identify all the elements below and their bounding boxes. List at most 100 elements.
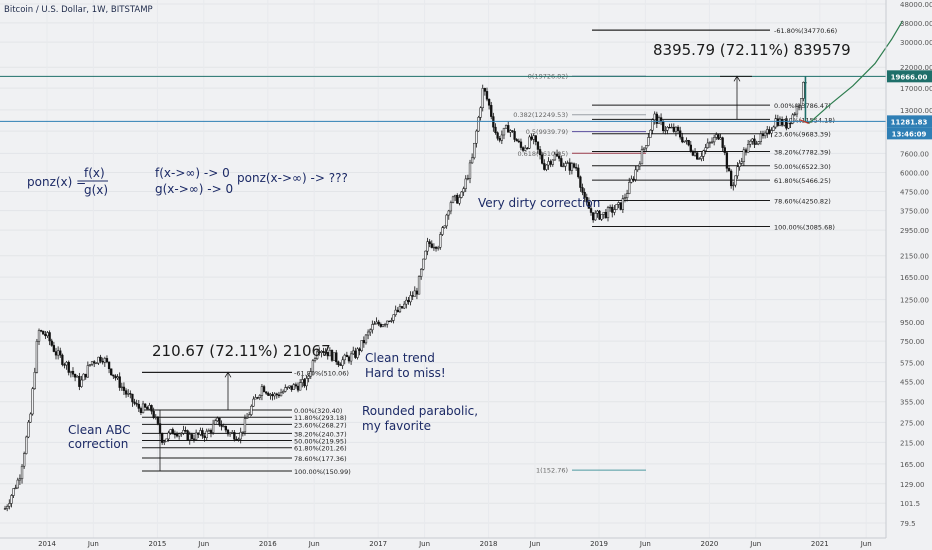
y-tick-label: 129.00	[900, 481, 925, 489]
candle-body	[681, 136, 684, 143]
candle-body	[233, 432, 236, 440]
candle-body	[129, 393, 132, 395]
candle-body	[596, 210, 599, 214]
candle-body	[638, 163, 641, 167]
candle-body	[551, 159, 554, 165]
candle-body	[751, 138, 754, 142]
candle-body	[672, 126, 675, 132]
fib-2019-label: 0.00%(13786.47)	[774, 102, 831, 110]
candle-body	[135, 403, 138, 405]
candle-body	[220, 424, 223, 427]
candle-body	[326, 351, 329, 357]
candle-body	[498, 138, 501, 141]
candle-body	[558, 156, 561, 159]
candle-body	[594, 213, 597, 221]
candle-body	[517, 140, 520, 143]
candle-body	[473, 142, 476, 159]
candle-body	[375, 321, 378, 325]
candle-body	[774, 118, 777, 128]
candle-body	[271, 394, 274, 397]
formula-lhs: ponz(x) =	[27, 175, 86, 189]
fib-2015-label: -61.80%(510.06)	[294, 369, 349, 377]
candle-body	[451, 196, 455, 203]
candle-body	[80, 379, 83, 387]
candle-body	[39, 330, 43, 332]
candle-body	[753, 138, 756, 145]
candle-body	[761, 133, 765, 137]
candle-body	[487, 98, 491, 106]
overlay-layer	[0, 20, 904, 472]
x-tick-label: Jun	[308, 540, 320, 548]
fib-2019-label: 23.60%(9683.39)	[774, 131, 831, 139]
candle-body	[577, 167, 580, 178]
candle-body	[524, 147, 527, 151]
measure-2015-arrowhead	[224, 371, 232, 378]
candle-body	[118, 376, 121, 388]
candle-body	[532, 135, 535, 140]
y-tick-label: 3750.00	[900, 208, 929, 216]
candle-body	[356, 348, 359, 358]
candle-body	[746, 144, 750, 153]
candle-body	[180, 432, 183, 435]
candle-body	[105, 358, 109, 363]
candle-body	[445, 214, 448, 227]
candle-body	[749, 140, 752, 145]
candle-body	[687, 140, 690, 146]
candle-body	[738, 163, 741, 167]
candle-body	[10, 495, 13, 504]
y-tick-label: 17000.00	[900, 85, 932, 93]
candle-body	[161, 433, 164, 443]
y-tick-label: 2950.00	[900, 227, 929, 235]
candle-body	[354, 350, 357, 358]
x-tick-label: 2021	[811, 540, 829, 548]
candle-body	[496, 132, 499, 139]
candle-body	[37, 330, 41, 342]
candle-body	[156, 416, 160, 424]
candle-body	[167, 432, 170, 440]
candle-body	[33, 371, 36, 389]
candle-body	[20, 465, 24, 480]
candle-body	[715, 134, 718, 138]
axis-badges: 19666.00 11281.83 13:46:09	[887, 70, 932, 140]
measure-2020-arrowhead	[733, 75, 741, 82]
candle-body	[437, 247, 440, 249]
fib-2015-label: 0.00%(320.40)	[294, 407, 342, 415]
candle-body	[398, 306, 402, 313]
candle-body	[254, 397, 257, 400]
candle-body	[691, 151, 695, 156]
candle-body	[717, 134, 720, 140]
candle-body	[345, 354, 349, 358]
candle-body	[171, 429, 174, 435]
candle-body	[277, 394, 281, 397]
candle-body	[144, 403, 147, 408]
candle-body	[519, 141, 523, 148]
candle-body	[76, 376, 79, 378]
candle-body	[237, 438, 240, 441]
candle-body	[528, 136, 531, 149]
y-tick-label: 355.00	[900, 399, 925, 407]
current-price-badge-bg	[887, 70, 932, 83]
candle-body	[698, 158, 701, 160]
candle-body	[379, 323, 382, 327]
candle-body	[645, 145, 648, 149]
candle-body	[494, 126, 497, 133]
candle-body	[286, 386, 289, 389]
candle-body	[606, 207, 610, 219]
candle-body	[194, 432, 198, 440]
candle-body	[218, 417, 221, 426]
candle-body	[766, 129, 769, 134]
candle-body	[86, 365, 89, 378]
candle-body	[447, 210, 450, 216]
candle-body	[205, 430, 208, 438]
candle-body	[394, 309, 397, 316]
candle-body	[152, 410, 155, 418]
candle-body	[696, 152, 699, 160]
candle-body	[288, 385, 291, 388]
countdown-badge: 13:46:09	[892, 130, 927, 138]
fib-retrace-label: 0.5(9939.79)	[526, 128, 568, 136]
note-dirty: Very dirty correction	[478, 196, 600, 210]
candle-body	[93, 361, 96, 364]
candle-body	[52, 345, 56, 352]
candle-body	[339, 364, 342, 366]
